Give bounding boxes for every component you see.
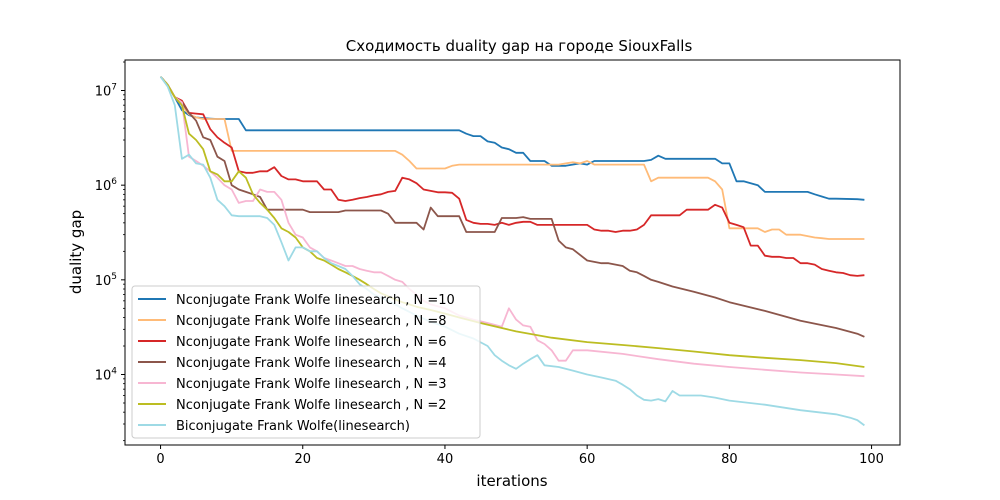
legend-label-5: Nconjugate Frank Wolfe linesearch , N =3 [176,377,447,392]
series-line-5 [159,76,865,378]
legend-label-6: Nconjugate Frank Wolfe linesearch , N =2 [176,398,447,413]
plot-frame [124,59,901,446]
series-line-4 [159,76,865,338]
x-tick-label: 20 [294,452,311,467]
y-tick-label: 104 [95,366,118,383]
y-tick-label: 107 [95,83,117,100]
legend-label-2: Nconjugate Frank Wolfe linesearch , N =8 [176,314,447,329]
legend-label-7: Biconjugate Frank Wolfe(linesearch) [176,419,410,434]
y-tick-label: 105 [95,272,117,289]
legend-label-1: Nconjugate Frank Wolfe linesearch , N =1… [176,293,455,308]
series-line-2 [159,76,865,240]
x-axis: 0 20 40 60 80 100 [156,445,884,467]
series-line-3 [159,76,865,277]
x-tick-label: 60 [579,452,596,467]
x-tick-label: 80 [721,452,738,467]
chart-title: Сходимость duality gap на городе SiouxFa… [346,37,693,55]
x-tick-label: 40 [437,452,454,467]
x-tick-label: 0 [156,452,164,467]
series-line-6 [159,76,865,368]
legend: Nconjugate Frank Wolfe linesearch , N =1… [131,285,481,439]
y-axis: 104 105 106 107 [95,61,125,442]
legend-label-3: Nconjugate Frank Wolfe linesearch , N =6 [176,335,447,350]
x-axis-label: iterations [476,472,547,490]
legend-box [131,285,481,439]
x-tick-label: 100 [859,452,884,467]
y-axis-label: duality gap [67,210,85,294]
y-tick-label: 106 [95,177,118,194]
legend-label-4: Nconjugate Frank Wolfe linesearch , N =4 [176,356,447,371]
